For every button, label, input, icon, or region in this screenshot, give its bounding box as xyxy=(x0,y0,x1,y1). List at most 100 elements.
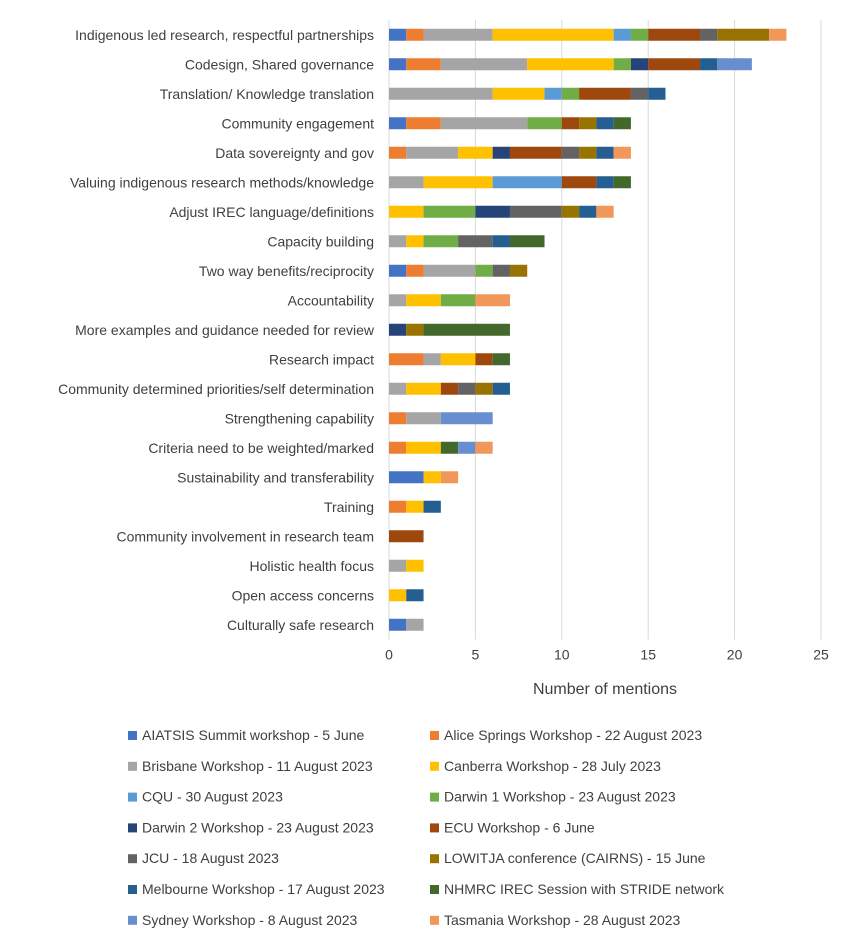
bar-segment xyxy=(389,530,424,543)
bar-segment xyxy=(579,205,597,218)
bar-segment xyxy=(509,235,545,248)
bar-segment xyxy=(492,176,562,189)
bar-segment xyxy=(579,146,597,159)
bar-segment xyxy=(527,58,614,71)
category-label: Culturally safe research xyxy=(227,617,374,633)
bar-segment xyxy=(406,294,441,307)
bar-segment xyxy=(492,353,510,366)
category-label: Criteria need to be weighted/marked xyxy=(148,440,374,456)
legend-label: Sydney Workshop - 8 August 2023 xyxy=(142,912,358,928)
bar-segment xyxy=(440,471,459,484)
bar-segment xyxy=(475,441,493,454)
legend-swatch xyxy=(128,823,137,833)
bar-segment xyxy=(389,264,407,277)
category-label: Holistic health focus xyxy=(249,558,374,574)
legend: AIATSIS Summit workshop - 5 June Alice Sp… xyxy=(128,727,725,928)
bar-segment xyxy=(717,58,752,71)
bar-segment xyxy=(406,264,424,277)
legend-label: AIATSIS Summit workshop - 5 June xyxy=(142,727,364,743)
bar-segment xyxy=(389,146,407,159)
bar-segment xyxy=(596,146,614,159)
bar-segment xyxy=(423,176,493,189)
category-label: Community engagement xyxy=(221,115,374,131)
bar-segment xyxy=(440,58,528,71)
bar-segment xyxy=(561,176,597,189)
legend-swatch xyxy=(128,854,137,864)
bar-segment xyxy=(389,28,407,41)
bar-segment xyxy=(389,559,407,572)
bar-segment xyxy=(440,382,459,395)
bar-segment xyxy=(458,441,476,454)
bar-segment xyxy=(440,353,476,366)
category-labels: Indigenous led research, respectful part… xyxy=(58,27,375,633)
bar-segment xyxy=(700,28,718,41)
bar-segment xyxy=(406,58,441,71)
category-label: Community determined priorities/self det… xyxy=(58,381,374,397)
legend-swatch xyxy=(128,731,137,740)
legend-label: LOWITJA conference (CAIRNS) - 15 June xyxy=(444,850,706,866)
bar-segment xyxy=(389,117,407,130)
category-label: Sustainability and transferability xyxy=(177,469,374,485)
legend-label: JCU - 18 August 2023 xyxy=(142,850,279,866)
legend-label: CQU - 30 August 2023 xyxy=(142,789,283,805)
bar-segment xyxy=(475,294,510,307)
category-label: Two way benefits/reciprocity xyxy=(199,263,374,279)
bar-segment xyxy=(389,87,493,100)
x-tick-label: 25 xyxy=(813,647,829,663)
bars xyxy=(389,28,787,631)
legend-swatch xyxy=(430,792,439,802)
bar-segment xyxy=(544,87,562,100)
bar-segment xyxy=(458,382,476,395)
bar-segment xyxy=(389,235,407,248)
legend-swatch xyxy=(430,854,439,864)
bar-segment xyxy=(458,146,493,159)
legend-swatch xyxy=(128,885,137,894)
bar-segment xyxy=(561,117,580,130)
bar-segment xyxy=(630,28,649,41)
category-label: Training xyxy=(324,499,374,515)
bar-segment xyxy=(406,618,424,631)
bar-segment xyxy=(389,589,407,602)
bar-segment xyxy=(475,264,493,277)
bar-segment xyxy=(769,28,787,41)
bar-segment xyxy=(389,382,407,395)
bar-segment xyxy=(389,205,424,218)
bar-segment xyxy=(613,146,631,159)
bar-segment xyxy=(389,412,407,425)
bar-segment xyxy=(389,176,424,189)
category-label: Indigenous led research, respectful part… xyxy=(75,27,374,43)
bar-segment xyxy=(406,28,424,41)
bar-segment xyxy=(440,441,459,454)
bar-segment xyxy=(406,412,441,425)
bar-segment xyxy=(561,146,580,159)
bar-segment xyxy=(389,500,407,513)
category-label: Research impact xyxy=(269,351,374,367)
legend-label: NHMRC IREC Session with STRIDE network xyxy=(444,881,725,897)
x-tick-label: 10 xyxy=(554,647,570,663)
legend-swatch xyxy=(430,731,439,740)
x-tick-label: 0 xyxy=(385,647,393,663)
bar-segment xyxy=(423,353,441,366)
bar-segment xyxy=(406,589,424,602)
bar-segment xyxy=(579,117,597,130)
bar-segment xyxy=(423,28,493,41)
bar-segment xyxy=(492,146,510,159)
bar-segment xyxy=(717,28,770,41)
bar-segment xyxy=(406,235,424,248)
bar-segment xyxy=(406,146,459,159)
bar-segment xyxy=(423,471,441,484)
bar-segment xyxy=(406,559,424,572)
bar-segment xyxy=(406,117,441,130)
legend-label: Darwin 1 Workshop - 23 August 2023 xyxy=(444,789,676,805)
category-label: Open access concerns xyxy=(232,587,374,603)
bar-segment xyxy=(389,618,407,631)
legend-swatch xyxy=(128,915,137,925)
bar-segment xyxy=(700,58,718,71)
bar-segment xyxy=(648,87,666,100)
bar-segment xyxy=(389,294,407,307)
legend-swatch xyxy=(128,761,137,771)
bar-segment xyxy=(389,353,424,366)
category-label: Valuing indigenous research methods/know… xyxy=(70,174,374,190)
category-label: Codesign, Shared governance xyxy=(185,56,374,72)
bar-segment xyxy=(561,87,580,100)
